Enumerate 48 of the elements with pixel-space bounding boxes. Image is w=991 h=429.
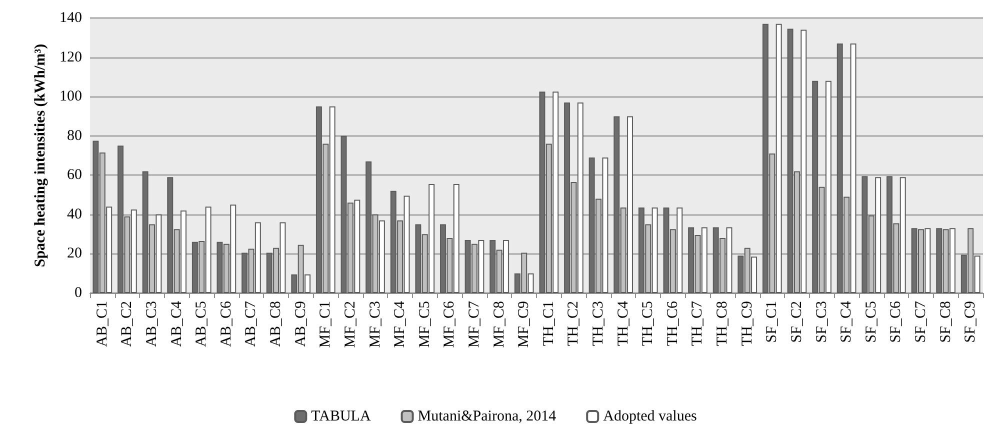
- x-tick-label: MF_C9: [516, 301, 532, 348]
- x-tick-label: SF_C8: [938, 301, 954, 343]
- legend-label: TABULA: [311, 408, 371, 424]
- x-tick-label: MF_C4: [392, 300, 408, 348]
- x-tick-label: MF_C1: [318, 301, 334, 348]
- y-tick-label: 120: [60, 49, 82, 66]
- x-tick-label: MF_C2: [342, 301, 358, 348]
- x-tick-label: SF_C4: [838, 300, 855, 343]
- y-tick-label: 40: [67, 206, 82, 222]
- x-tick-label: MF_C5: [416, 301, 433, 348]
- x-tick-label: SF_C2: [788, 301, 805, 343]
- x-tick-label: TH_C4: [615, 300, 632, 346]
- x-tick-label: SF_C5: [863, 301, 880, 343]
- x-tick-label: AB_C1: [94, 301, 110, 347]
- y-tick-label: 20: [67, 246, 82, 262]
- x-tick-label: TH_C7: [690, 300, 706, 346]
- legend-label: Mutani&Pairona, 2014: [418, 408, 557, 424]
- x-tick-label: SF_C7: [912, 300, 929, 343]
- x-tick-label: SF_C9: [962, 301, 979, 343]
- x-tick-label: AB_C7: [243, 300, 260, 347]
- x-tick-label: AB_C2: [119, 301, 136, 347]
- x-tick-label: TH_C3: [590, 301, 607, 346]
- y-tick-label: 140: [60, 10, 82, 26]
- y-tick-label: 0: [74, 285, 82, 301]
- x-tick-label: TH_C5: [640, 301, 656, 346]
- x-tick-label: TH_C2: [566, 301, 582, 346]
- x-tick-label: TH_C1: [540, 301, 557, 346]
- x-tick-label: MF_C8: [491, 301, 508, 348]
- y-axis-title: Space heating intensities (kWh/m³): [32, 44, 48, 268]
- y-tick-label: 100: [60, 88, 82, 105]
- legend-label: Adopted values: [603, 408, 697, 424]
- x-tick-label: SF_C3: [814, 301, 830, 343]
- x-tick-label: TH_C6: [664, 300, 681, 346]
- y-tick-label: 80: [67, 128, 82, 144]
- x-tick-label: AB_C9: [292, 301, 309, 347]
- x-tick-label: MF_C7: [466, 300, 482, 348]
- x-tick-label: AB_C8: [268, 301, 284, 347]
- x-tick-label: AB_C4: [168, 300, 185, 347]
- x-tick-label: MF_C3: [367, 301, 384, 348]
- x-tick-label: SF_C6: [888, 300, 904, 343]
- y-tick-label: 60: [67, 167, 82, 184]
- x-tick-label: AB_C3: [144, 301, 160, 347]
- x-tick-label: MF_C6: [442, 300, 458, 348]
- x-tick-label: AB_C6: [218, 300, 234, 347]
- x-tick-label: TH_C8: [714, 301, 731, 346]
- x-tick-label: AB_C5: [194, 301, 210, 347]
- x-tick-label: TH_C9: [739, 301, 756, 346]
- x-tick-label: SF_C1: [764, 301, 780, 343]
